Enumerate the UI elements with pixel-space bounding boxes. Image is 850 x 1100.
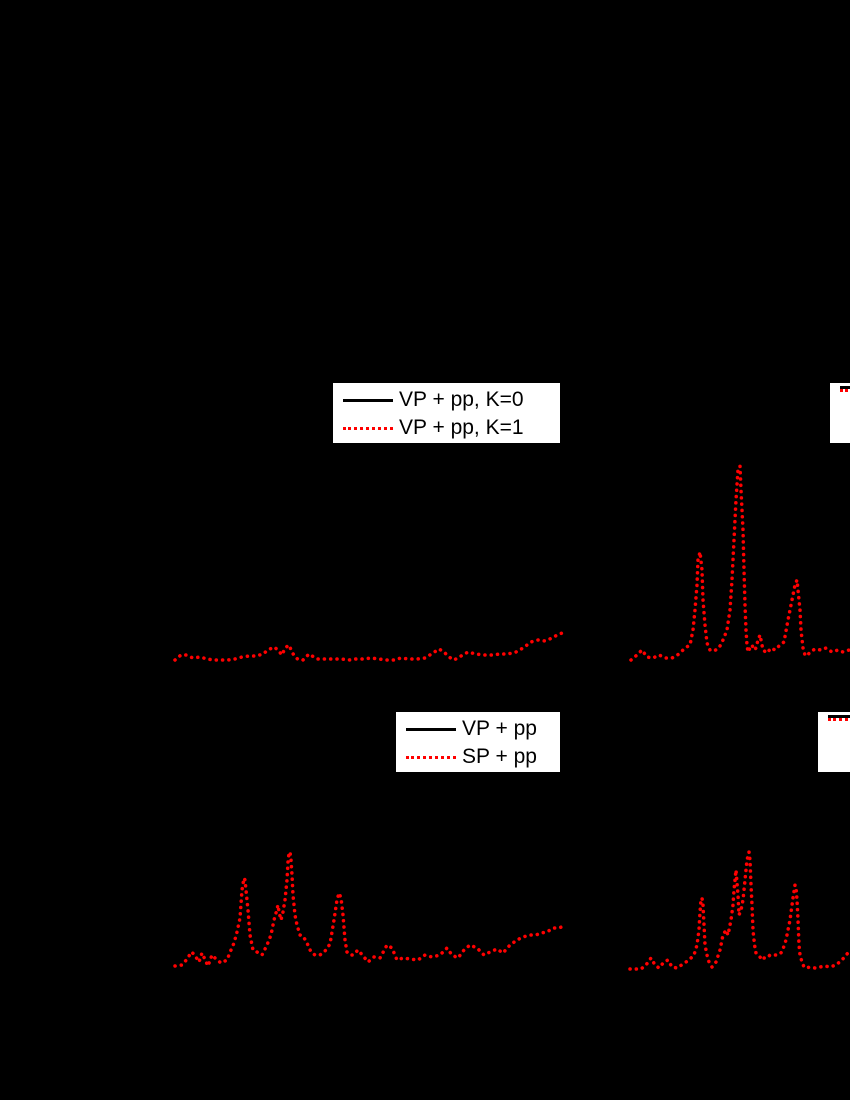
legend-label: VP + pp, K=1 <box>399 416 524 439</box>
legend-label: SP + pp <box>462 745 537 768</box>
legend-top-right <box>829 382 850 444</box>
legend-entry <box>828 718 850 721</box>
legend-entry <box>840 389 850 392</box>
series-red-dotted-curve <box>173 630 568 663</box>
dotted-line-swatch-icon <box>840 389 850 392</box>
legend-top-left: VP + pp, K=0 VP + pp, K=1 <box>332 382 561 444</box>
legend-entry: VP + pp <box>406 715 552 743</box>
legend-entry <box>828 715 850 718</box>
series-red-dotted-curve <box>173 848 568 971</box>
solid-line-swatch-icon <box>840 386 850 389</box>
dotted-line-swatch-icon <box>406 755 456 759</box>
dotted-line-swatch-icon <box>343 426 393 430</box>
legend-bottom-right <box>817 711 850 773</box>
solid-line-swatch-icon <box>406 727 456 731</box>
legend-label: VP + pp, K=0 <box>399 388 524 411</box>
series-red-dotted-curve <box>629 465 850 662</box>
legend-entry: VP + pp, K=1 <box>343 414 552 442</box>
legend-label: VP + pp <box>462 717 537 740</box>
legend-entry: VP + pp, K=0 <box>343 386 552 414</box>
panel-top-left-plot <box>173 630 568 663</box>
panel-top-right-plot <box>629 465 850 662</box>
legend-entry <box>840 386 850 389</box>
dotted-line-swatch-icon <box>828 718 850 721</box>
legend-bottom-left: VP + pp SP + pp <box>395 711 561 773</box>
solid-line-swatch-icon <box>828 715 850 718</box>
legend-entry: SP + pp <box>406 743 552 771</box>
panel-bottom-left-plot <box>173 848 568 971</box>
solid-line-swatch-icon <box>343 398 393 402</box>
